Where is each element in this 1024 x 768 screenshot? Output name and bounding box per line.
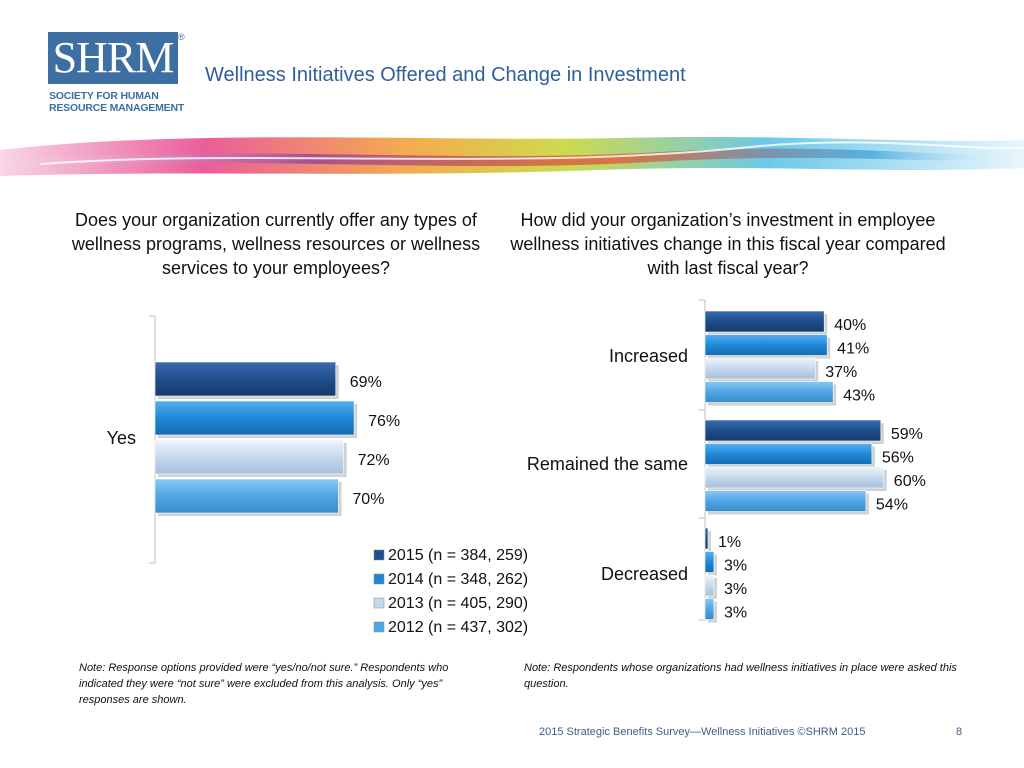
chart2-data-label-decreased-2013: 3% <box>724 581 747 598</box>
chart2-bar-decreased-2012 <box>704 598 715 620</box>
footer-source: 2015 Strategic Benefits Survey—Wellness … <box>539 726 866 738</box>
chart2-bar-decreased-2013 <box>704 574 715 597</box>
chart2-category-increased: Increased <box>609 346 688 366</box>
chart2-data-label-decreased-2015: 1% <box>718 534 741 551</box>
chart2-data-label-remained-the-same-2013: 60% <box>894 473 926 490</box>
chart1-data-label-2014: 76% <box>368 413 400 430</box>
page-number: 8 <box>956 726 963 738</box>
chart2-bar-remained-the-same-2014 <box>704 443 873 465</box>
legend-label-2014: 2014 (n = 348, 262) <box>388 571 528 588</box>
chart1-bar-2013 <box>154 439 344 475</box>
chart2-bar-decreased-2015 <box>704 527 709 550</box>
legend-label-2012: 2012 (n = 437, 302) <box>388 619 528 636</box>
legend-label-2015: 2015 (n = 384, 259) <box>388 547 528 564</box>
chart1-bar-2014 <box>154 400 355 436</box>
logo-subtitle: SOCIETY FOR HUMAN RESOURCE MANAGEMENT <box>49 90 185 114</box>
chart1-data-label-2013: 72% <box>358 452 390 469</box>
chart1-bar-2012 <box>154 478 339 514</box>
decorative-banner <box>0 137 1024 176</box>
shrm-logo: SHRM ® SOCIETY FOR HUMAN RESOURCE MANAGE… <box>48 32 185 118</box>
chart2-data-label-remained-the-same-2014: 56% <box>882 450 914 467</box>
chart2-bar-remained-the-same-2012 <box>704 490 867 512</box>
chart2-data-label-remained-the-same-2015: 59% <box>891 426 923 443</box>
legend-swatch-2013 <box>373 597 385 609</box>
chart1-data-label-2012: 70% <box>352 491 384 508</box>
logo-wordmark: SHRM <box>48 32 178 84</box>
legend-swatch-2012 <box>373 621 385 633</box>
chart1-legend: 2015 (n = 384, 259) 2014 (n = 348, 262) 20… <box>373 547 528 636</box>
chart2-data-label-decreased-2012: 3% <box>724 605 747 622</box>
chart1-category-yes: Yes <box>107 428 136 448</box>
chart2-bar-increased-2014 <box>704 334 828 356</box>
chart1-bar-2015 <box>154 361 337 397</box>
chart2-bar-remained-the-same-2015 <box>704 419 882 442</box>
chart2-data-label-remained-the-same-2012: 54% <box>876 497 908 514</box>
registered-mark: ® <box>178 32 185 42</box>
chart2-category-remained-the-same: Remained the same <box>527 454 688 474</box>
legend-swatch-2014 <box>373 573 385 585</box>
page-title: Wellness Initiatives Offered and Change … <box>205 64 686 86</box>
chart1-wellness-offered: 69% 76% 72% 70% Yes 2015 (n = 384, 259) 2014 (… <box>107 315 528 636</box>
legend-label-2013: 2013 (n = 405, 290) <box>388 595 528 612</box>
chart2-category-decreased: Decreased <box>601 564 688 584</box>
chart2-data-label-decreased-2014: 3% <box>724 558 747 575</box>
chart1-note: Note: Response options provided were “ye… <box>79 662 449 706</box>
chart2-data-label-increased-2015: 40% <box>834 317 866 334</box>
chart2-data-label-increased-2013: 37% <box>825 364 857 381</box>
legend-swatch-2015 <box>373 549 385 561</box>
chart1-data-label-2015: 69% <box>350 374 382 391</box>
chart2-bar-remained-the-same-2013 <box>704 466 885 489</box>
chart2-data-label-increased-2012: 43% <box>843 388 875 405</box>
chart2-bar-increased-2015 <box>704 310 825 333</box>
chart2-investment-change: Increased 40% 41% 37% 43% Remained the same 59… <box>527 299 926 623</box>
chart2-data-label-increased-2014: 41% <box>837 341 869 358</box>
chart2-bar-increased-2012 <box>704 381 834 403</box>
chart2-bar-increased-2013 <box>704 357 816 380</box>
logo-subtitle-line1: SOCIETY FOR HUMAN <box>49 90 159 102</box>
chart2-bar-decreased-2014 <box>704 551 715 573</box>
chart2-title: How did your organization’s investment i… <box>510 210 946 278</box>
logo-subtitle-line2: RESOURCE MANAGEMENT <box>49 102 185 114</box>
chart2-note: Note: Respondents whose organizations ha… <box>524 662 957 690</box>
chart1-title: Does your organization currently offer a… <box>71 210 481 278</box>
